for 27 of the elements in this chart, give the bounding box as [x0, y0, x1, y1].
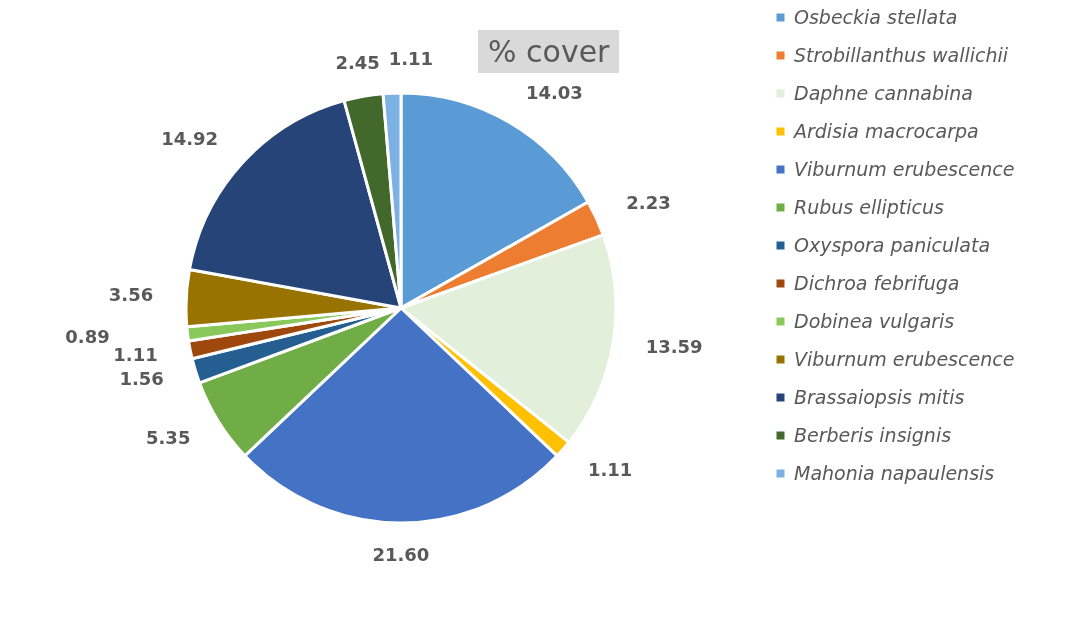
legend-label: Oxyspora paniculata [794, 233, 991, 256]
data-label: 2.23 [626, 192, 671, 214]
legend-label: Strobillanthus wallichii [794, 43, 1009, 66]
text: % cover [478, 30, 620, 73]
legend-label: Dobinea vulgaris [794, 309, 955, 332]
data-label: 14.92 [161, 128, 219, 150]
legend-label: Osbeckia stellata [794, 5, 958, 28]
legend-label: Rubus ellipticus [794, 195, 945, 218]
legend-label: Berberis insignis [794, 423, 952, 446]
data-label: 1.11 [113, 344, 158, 366]
data-label: 1.11 [388, 48, 434, 70]
data-label: 5.35 [146, 427, 191, 449]
legend-label: Viburnum erubescence [794, 347, 1015, 370]
data-label: 21.60 [372, 544, 430, 565]
data-label: 2.45 [335, 51, 380, 73]
data-label: 13.59 [645, 336, 703, 358]
legend-label: Dichroa febrifuga [794, 271, 960, 294]
data-label: 1.11 [587, 458, 633, 480]
legend-label: Brassaiopsis mitis [794, 385, 965, 408]
data-label: 0.89 [65, 325, 110, 347]
legend-label: Mahonia napaulensis [794, 461, 995, 484]
data-label: 14.03 [525, 81, 583, 103]
legend-label: Daphne cannabina [794, 81, 973, 104]
legend-label: Ardisia macrocarpa [792, 119, 979, 142]
data-label: 1.56 [119, 368, 164, 390]
legend-label: Viburnum erubescence [794, 157, 1015, 180]
data-label: 3.56 [108, 284, 154, 306]
